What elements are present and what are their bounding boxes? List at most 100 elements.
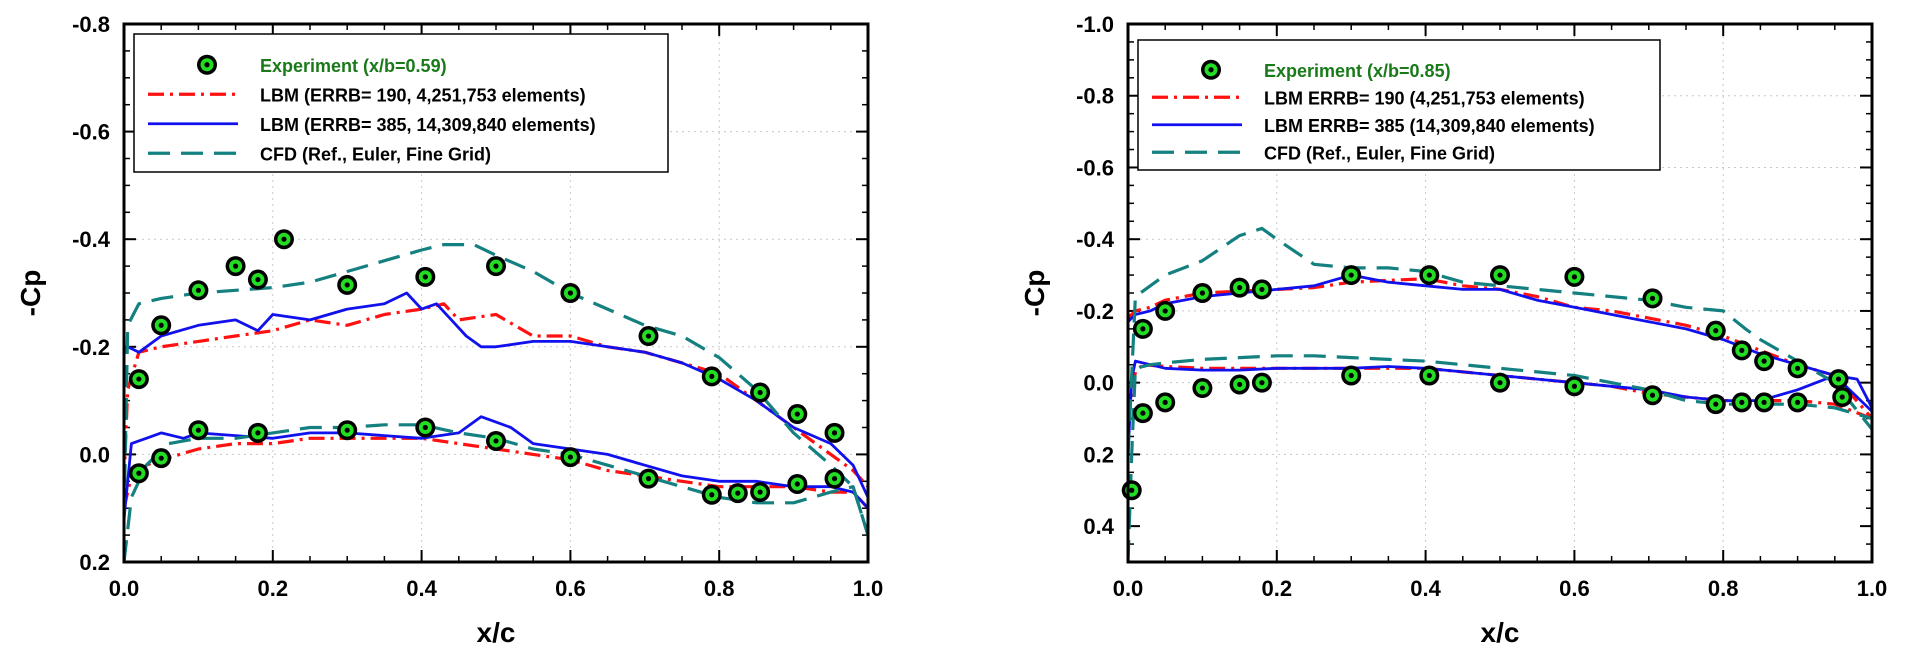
x-axis-title: x/c [477, 617, 516, 648]
experiment-marker [151, 448, 172, 469]
x-tick-label: 0.0 [1113, 576, 1144, 601]
experiment-marker [1564, 376, 1585, 397]
experiment-marker [1642, 288, 1663, 309]
x-tick-label: 0.8 [704, 576, 735, 601]
y-axis-title: -Cp [15, 270, 46, 317]
experiment-marker [824, 422, 845, 443]
y-tick-label: 0.0 [1083, 371, 1114, 396]
experiment-marker [560, 283, 581, 303]
experiment-marker [1419, 365, 1440, 386]
experiment-marker [1132, 318, 1153, 339]
x-tick-label: 0.2 [1262, 576, 1293, 601]
experiment-marker [486, 430, 506, 451]
experiment-marker [1828, 369, 1849, 390]
experiment-marker [1341, 265, 1362, 286]
series-line-cfd-ref-euler-fine-grid-1 [124, 423, 868, 562]
experiment-marker [188, 420, 209, 441]
experiment-marker [1705, 394, 1726, 415]
y-tick-label: -0.4 [1076, 227, 1115, 252]
x-tick-label: 0.0 [109, 576, 140, 601]
experiment-marker [1754, 392, 1775, 413]
y-tick-label: 0.0 [79, 442, 110, 467]
plot-frame [1126, 22, 1874, 564]
plot-area [124, 243, 868, 562]
experiment-marker [151, 315, 172, 336]
experiment-marker [1155, 392, 1176, 413]
experiment-marker [1642, 385, 1663, 406]
y-tick-label: -0.2 [72, 335, 110, 360]
y-tick-label: -0.8 [1076, 84, 1114, 109]
experiment-marker [1229, 277, 1250, 298]
legend-box [1137, 39, 1661, 171]
series-line-lbm-errb-385-14-309-840-elements-1 [124, 415, 868, 520]
y-tick-label: 0.4 [1083, 514, 1114, 539]
legend: Experiment (x/b=0.85) LBM ERRB= 190 (4,25… [1137, 39, 1661, 171]
experiment-marker [1705, 320, 1726, 341]
experiment-marker [1731, 340, 1752, 361]
experiment-marker [750, 482, 771, 503]
legend-label: Experiment (x/b=0.59) [260, 56, 447, 76]
legend-swatch-experiment [197, 54, 217, 75]
experiment-marker [273, 229, 294, 250]
y-tick-label: 0.2 [79, 550, 110, 575]
experiment-marker [1490, 372, 1510, 393]
legend-label: CFD (Ref., Euler, Fine Grid) [260, 144, 491, 164]
experiment-marker [415, 266, 436, 287]
experiment-marker [1731, 392, 1752, 413]
x-tick-label: 1.0 [1857, 576, 1888, 601]
y-axis-title: -Cp [1019, 270, 1050, 317]
x-tick-label: 0.4 [406, 576, 437, 601]
experiment-marker [1419, 265, 1440, 286]
experiment-marker [787, 473, 808, 494]
experiment-marker [128, 463, 149, 484]
plot-frame [122, 22, 870, 564]
experiment-marker [486, 256, 506, 277]
experiment-marker [225, 256, 246, 277]
experiment-marker [1192, 378, 1213, 399]
experiment-marker [1132, 403, 1153, 424]
experiment-marker [1192, 283, 1213, 303]
experiment-marker [247, 422, 268, 443]
experiment-marker [415, 417, 436, 438]
legend-label: LBM (ERRB= 385, 14,309,840 elements) [260, 115, 596, 135]
x-tick-label: 0.6 [1559, 576, 1590, 601]
x-tick-label: 0.2 [258, 576, 289, 601]
experiment-marker [1787, 358, 1808, 379]
y-tick-label: -0.4 [72, 227, 111, 252]
experiment-marker [1251, 372, 1272, 393]
experiment-marker [1564, 266, 1585, 287]
legend: Experiment (x/b=0.59) LBM (ERRB= 190, 4,2… [133, 33, 669, 173]
series-line-cfd-ref-euler-fine-grid-0 [1128, 226, 1872, 455]
experiment-marker [824, 468, 845, 489]
series-line-lbm-errb-385-14-309-840-elements-0 [124, 291, 868, 498]
experiment-marker [787, 404, 808, 425]
legend-label: LBM (ERRB= 190, 4,251,753 elements) [260, 85, 586, 105]
experiment-marker [560, 447, 581, 468]
chart-right: 0.0 0.2 0.4 0.6 0.8 1.0 -1.0 -0.8 -0.6 -0.4 -0.2 0.… [1019, 12, 1887, 648]
experiment-marker [1832, 387, 1853, 408]
experiment-marker [128, 369, 149, 390]
y-tick-label: -1.0 [1076, 12, 1114, 37]
y-tick-label: 0.2 [1083, 442, 1114, 467]
experiment-marker [701, 366, 722, 387]
y-tick-label: -0.8 [72, 12, 110, 37]
y-tick-label: -0.6 [72, 120, 110, 145]
experiment-marker [337, 420, 358, 441]
experiment-marker [247, 269, 268, 290]
experiment-marker [1251, 279, 1272, 300]
experiment-marker [1754, 351, 1775, 372]
x-tick-label: 1.0 [853, 576, 884, 601]
legend-label: Experiment (x/b=0.85) [1264, 61, 1451, 81]
experiment-marker [1155, 300, 1176, 321]
series-line-cfd-ref-euler-fine-grid-1 [1128, 354, 1872, 562]
experiment-marker [727, 483, 748, 504]
x-tick-label: 0.6 [555, 576, 586, 601]
experiment-marker [1490, 265, 1510, 286]
x-tick-label: 0.4 [1410, 576, 1441, 601]
experiment-marker [750, 382, 771, 403]
experiment-marker [188, 280, 209, 301]
x-tick-label: 0.8 [1708, 576, 1739, 601]
experiment-marker [638, 326, 659, 347]
y-tick-label: -0.6 [1076, 155, 1114, 180]
